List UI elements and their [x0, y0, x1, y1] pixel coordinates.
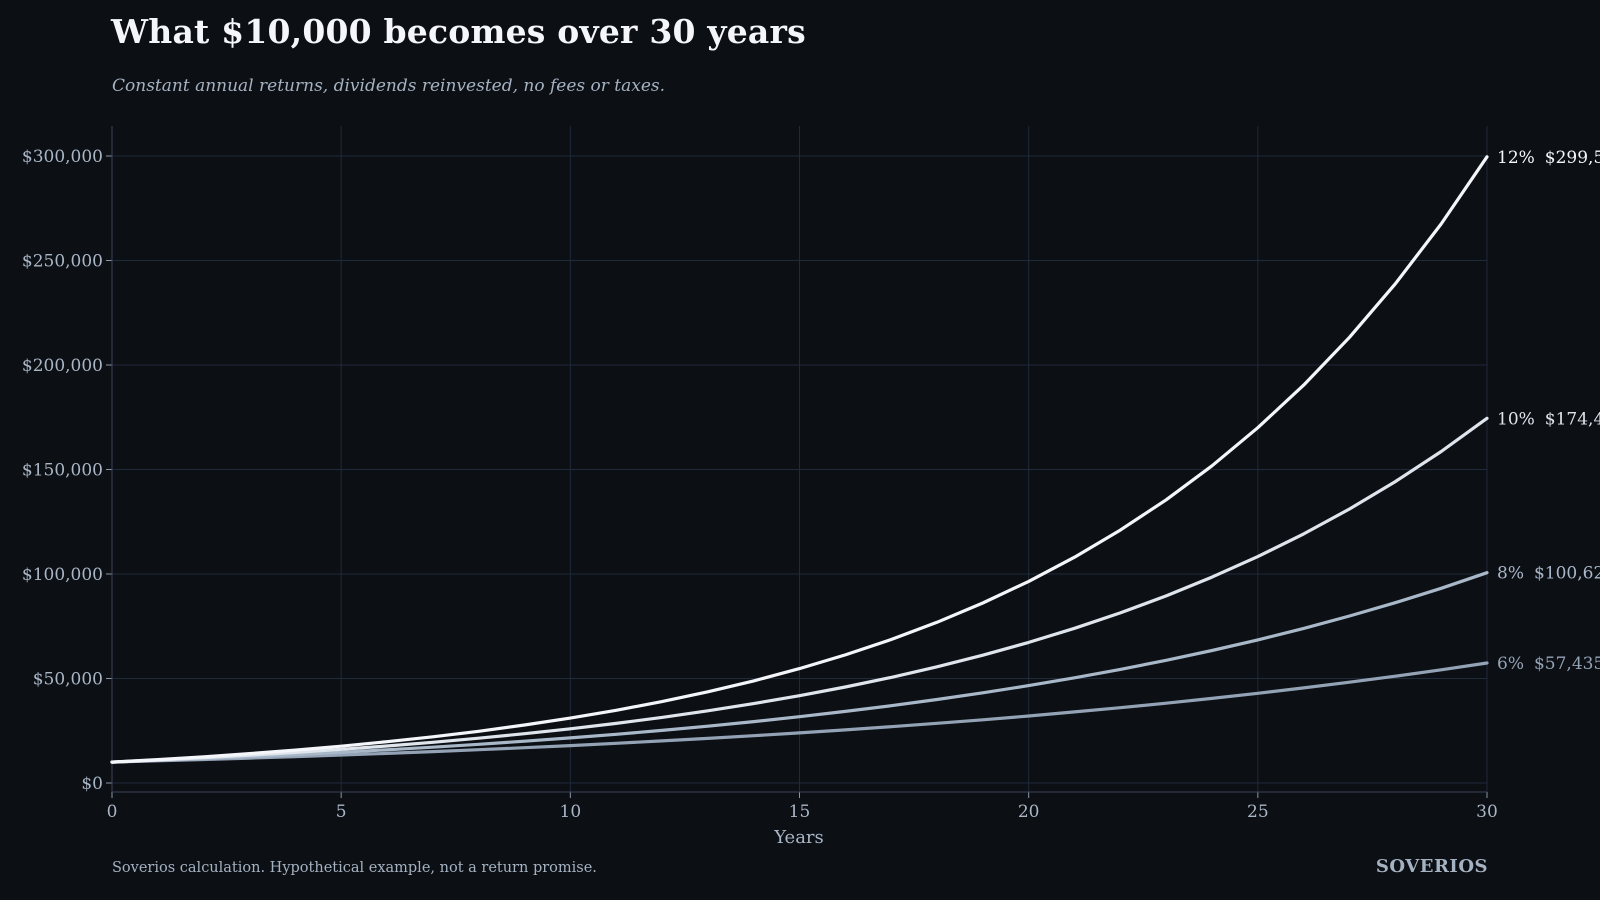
x-tick-label: 30 — [1476, 802, 1498, 822]
series-end-value: $174,494 — [1545, 409, 1600, 429]
series-end-value: $100,627 — [1534, 564, 1600, 584]
x-tick-label: 20 — [1018, 802, 1040, 822]
end-label-10pct: 10% $174,494 — [1497, 409, 1600, 429]
brand-logo-text: SOVERIOS — [1375, 856, 1488, 877]
y-tick-label: $0 — [81, 774, 103, 794]
x-tick-label: 25 — [1247, 802, 1269, 822]
series-line-8pct — [110, 571, 1489, 764]
series-rate-label: 12% — [1497, 148, 1535, 168]
axis-layer: 0 5 10 15 20 25 30 $0 $50,000 $100,000 $150,000 $20… — [22, 126, 1498, 822]
chart-title: What $10,000 becomes over 30 years — [111, 12, 806, 51]
y-tick-label: $200,000 — [22, 356, 103, 376]
end-label-6pct: 6% $57,435 — [1497, 654, 1600, 674]
end-label-12pct: 12% $299,599 — [1497, 148, 1600, 168]
x-tick-label: 15 — [789, 802, 811, 822]
series-rate-label: 10% — [1497, 409, 1535, 429]
series-rate-label: 6% — [1497, 654, 1524, 674]
y-tick-label: $300,000 — [22, 147, 103, 167]
series-end-value: $299,599 — [1545, 148, 1600, 168]
x-tick-label: 0 — [107, 802, 118, 822]
x-tick-label: 10 — [560, 802, 582, 822]
y-tick-label: $50,000 — [33, 670, 103, 690]
y-tick-label: $250,000 — [22, 252, 103, 272]
x-tick-label: 5 — [336, 802, 347, 822]
series-rate-label: 8% — [1497, 564, 1524, 584]
x-axis-title: Years — [773, 827, 824, 848]
y-tick-label: $100,000 — [22, 565, 103, 585]
end-label-layer: 6% $57,435 8% $100,627 10% $174,494 12% $299,59… — [1497, 148, 1600, 674]
series-end-value: $57,435 — [1534, 654, 1600, 674]
source-footnote: Soverios calculation. Hypothetical examp… — [112, 860, 597, 876]
series-line-6pct — [110, 661, 1489, 764]
series-line-10pct — [110, 416, 1489, 764]
y-tick-label: $150,000 — [22, 461, 103, 481]
series-line-12pct — [110, 155, 1489, 764]
series-layer — [110, 155, 1489, 764]
end-label-8pct: 8% $100,627 — [1497, 564, 1600, 584]
chart-subtitle: Constant annual returns, dividends reinv… — [112, 76, 666, 96]
